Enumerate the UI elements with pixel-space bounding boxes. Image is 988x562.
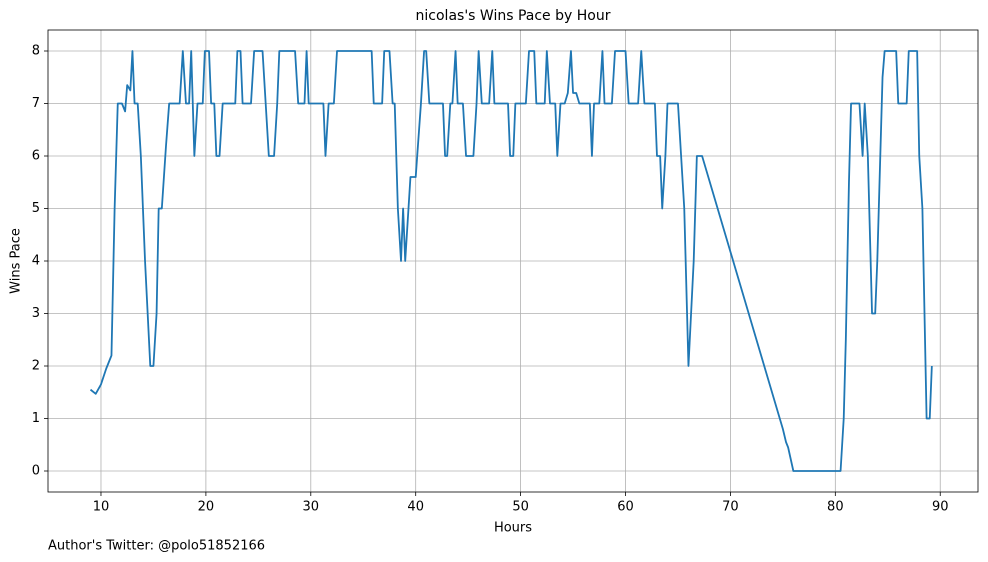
- y-tick-label: 5: [32, 201, 40, 216]
- y-tick-label: 0: [32, 464, 40, 479]
- x-tick-label: 50: [512, 500, 529, 515]
- y-axis-label: Wins Pace: [9, 228, 24, 294]
- x-tick-label: 70: [722, 500, 739, 515]
- chart-title: nicolas's Wins Pace by Hour: [416, 8, 611, 24]
- y-tick-label: 6: [32, 149, 40, 164]
- x-tick-label: 10: [93, 500, 110, 515]
- y-tick-label: 1: [32, 411, 40, 426]
- x-tick-label: 20: [198, 500, 215, 515]
- plot-frame: [47, 29, 979, 493]
- caption: Author's Twitter: @polo51852166: [48, 539, 265, 554]
- x-tick-label: 30: [303, 500, 320, 515]
- y-tick-label: 4: [32, 254, 40, 269]
- y-tick-label: 7: [32, 96, 40, 111]
- y-tick-label: 2: [32, 359, 40, 374]
- y-tick-label: 3: [32, 306, 40, 321]
- data-line: [89, 50, 933, 472]
- x-tick-label: 40: [407, 500, 424, 515]
- x-tick-label: 90: [932, 500, 949, 515]
- x-tick-label: 60: [617, 500, 634, 515]
- x-tick-label: 80: [827, 500, 844, 515]
- x-axis-label: Hours: [494, 521, 532, 536]
- y-tick-label: 8: [32, 44, 40, 59]
